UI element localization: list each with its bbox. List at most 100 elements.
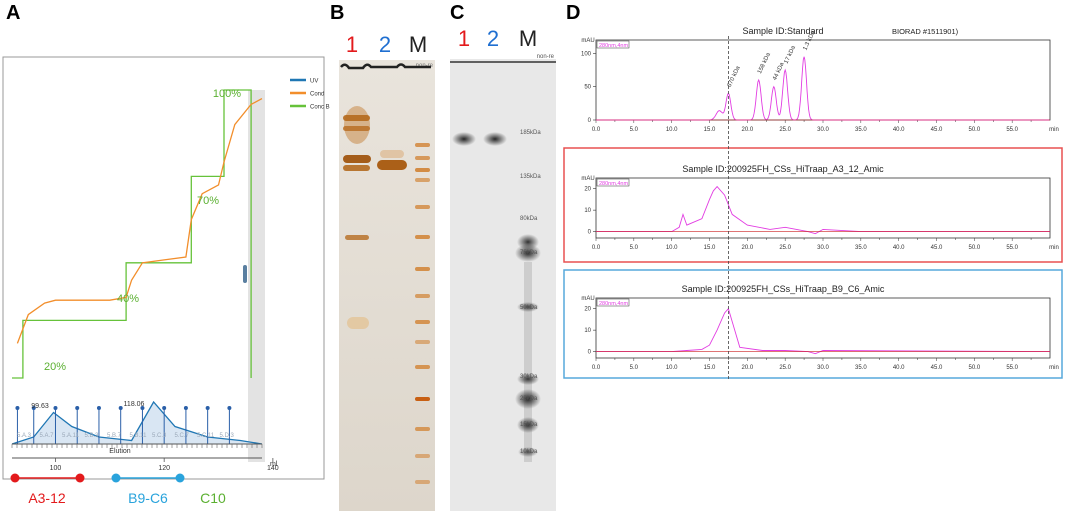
lane1-smear bbox=[344, 106, 370, 144]
marker-label: 25kDa bbox=[520, 396, 538, 402]
gradient-band bbox=[248, 90, 265, 462]
x-axis-ticks: 100 120 140 bbox=[50, 458, 279, 472]
x-tick-label: 15.0 bbox=[704, 245, 716, 251]
lane-label-1: 1 bbox=[458, 26, 470, 51]
uv-line bbox=[11, 400, 263, 445]
marker-band bbox=[415, 480, 430, 484]
x-tick-label: 30.0 bbox=[817, 365, 829, 371]
plot-frame bbox=[595, 297, 1051, 359]
marker-band bbox=[515, 389, 541, 409]
marker-band bbox=[415, 143, 430, 147]
x-tick-label: 0.0 bbox=[592, 245, 601, 251]
hplc-chart-3: Sample ID:200925FH_CSs_HiTraap_B9_C6_Ami… bbox=[563, 269, 1063, 379]
lane2-smear bbox=[380, 150, 404, 158]
concb-line bbox=[12, 89, 252, 379]
lane2-band bbox=[377, 160, 407, 170]
drop-marker-dot bbox=[205, 406, 210, 410]
marker-band bbox=[415, 397, 430, 401]
x-tick-label: 0.0 bbox=[592, 365, 601, 371]
step-labels: 20% 40% 70% 100% bbox=[44, 88, 241, 373]
x-tick-label: 35.0 bbox=[855, 245, 867, 251]
y-tick-label: 0 bbox=[588, 230, 592, 236]
legend-label: Conc B bbox=[310, 105, 330, 111]
legend-box bbox=[596, 40, 630, 49]
marker-label: 15kDa bbox=[520, 422, 538, 428]
slider-handle[interactable] bbox=[243, 265, 247, 283]
marker-band bbox=[517, 417, 539, 433]
fraction-label: 5.D.3 bbox=[220, 433, 235, 439]
marker-label: 80kDa bbox=[520, 216, 538, 222]
hplc-chart-1: Sample ID:Standard BIORAD #1511901) mAU 280… bbox=[581, 26, 1059, 133]
marker-band bbox=[415, 340, 430, 344]
fraction-label: 5.A.3 bbox=[17, 433, 32, 439]
marker-band bbox=[517, 302, 539, 312]
x-tick-label: 50.0 bbox=[968, 127, 980, 133]
fraction-labels: 5.A.3 5.A.7 5.A.11 5.B.3 5.B.7 5.B.11 5.C.3 5.C… bbox=[17, 433, 235, 439]
legend-box bbox=[596, 298, 630, 307]
x-tick-label: 20.0 bbox=[741, 245, 753, 251]
marker-label: 75kDa bbox=[520, 250, 538, 256]
hplc-panel-d: Sample ID:Standard BIORAD #1511901) mAU 280… bbox=[563, 26, 1063, 380]
marker-smear bbox=[524, 262, 532, 462]
x-tick-label: 25.0 bbox=[779, 245, 791, 251]
x-tick-label: 100 bbox=[50, 465, 62, 472]
marker-label: 185kDa bbox=[520, 130, 541, 136]
peak-labels: 99.63 118.06 bbox=[31, 401, 144, 410]
x-tick-label: 20.0 bbox=[741, 365, 753, 371]
y-axis-label: mAU bbox=[581, 176, 594, 182]
drop-marker-dot bbox=[31, 406, 36, 410]
pool-label: C10 bbox=[200, 490, 226, 506]
peak-label: 118.06 bbox=[124, 401, 145, 408]
fraction-label: 5.B.7 bbox=[107, 433, 122, 439]
marker-band bbox=[415, 156, 430, 160]
x-tick-label: 140 bbox=[267, 465, 279, 472]
drop-marker-dot bbox=[96, 406, 101, 410]
panel-letter-c: C bbox=[450, 2, 465, 24]
x-tick-label: 10.0 bbox=[666, 365, 678, 371]
lane-label-2: 2 bbox=[379, 32, 391, 57]
marker-band bbox=[415, 427, 430, 431]
marker-band bbox=[415, 454, 430, 458]
legend-label: Cond bbox=[310, 92, 324, 98]
x-tick-label: 45.0 bbox=[931, 245, 943, 251]
marker-band bbox=[415, 168, 430, 172]
marker-band bbox=[415, 178, 430, 182]
x-tick-label: 45.0 bbox=[931, 365, 943, 371]
step-label: 70% bbox=[197, 195, 219, 207]
marker-band bbox=[518, 447, 538, 457]
x-axis-unit: ml bbox=[270, 461, 278, 468]
step-label: 40% bbox=[117, 293, 139, 305]
y-axis-label: mAU bbox=[581, 38, 594, 44]
chart-note: BIORAD #1511901) bbox=[892, 27, 959, 36]
y-tick-label: 100 bbox=[581, 51, 592, 57]
lane-label-1: 1 bbox=[346, 32, 358, 57]
y-tick-label: 50 bbox=[584, 85, 591, 91]
x-tick-label: 40.0 bbox=[893, 365, 905, 371]
lane1-band bbox=[343, 115, 370, 121]
gel-panel-c: 1 2 M non-re 185kDa 135kDa 80kDa 75kDa 50kDa… bbox=[450, 26, 556, 511]
lane1-band bbox=[345, 235, 369, 240]
lane1-band bbox=[452, 132, 476, 146]
drop-marker-dot bbox=[118, 406, 123, 410]
x-tick-label: 120 bbox=[158, 465, 170, 472]
chart-title: Sample ID:200925FH_CSs_HiTraap_A3_12_Ami… bbox=[682, 164, 884, 174]
fraction-label: 5.A.7 bbox=[40, 433, 55, 439]
x-tick-label: 50.0 bbox=[968, 245, 980, 251]
lane-label-2: 2 bbox=[487, 26, 499, 51]
pool-label: B9-C6 bbox=[128, 490, 168, 506]
marker-band bbox=[415, 267, 430, 271]
lane1-band bbox=[343, 126, 370, 131]
fraction-label: 5.C.3 bbox=[152, 433, 167, 439]
marker-band bbox=[415, 320, 430, 324]
marker-band bbox=[515, 244, 541, 262]
x-tick-label: 10.0 bbox=[666, 245, 678, 251]
x-tick-label: 25.0 bbox=[779, 127, 791, 133]
legend-text: 280nm,4nm bbox=[599, 43, 628, 49]
x-tick-label: 0.0 bbox=[592, 127, 601, 133]
pool-dot bbox=[111, 473, 121, 483]
marker-label: 50kDa bbox=[520, 305, 538, 311]
legend-text: 280nm,4nm bbox=[599, 181, 628, 187]
x-tick-label: 30.0 bbox=[817, 127, 829, 133]
cond-line bbox=[16, 98, 263, 344]
gel-panel-b: 1 2 M non-re bbox=[339, 32, 435, 511]
